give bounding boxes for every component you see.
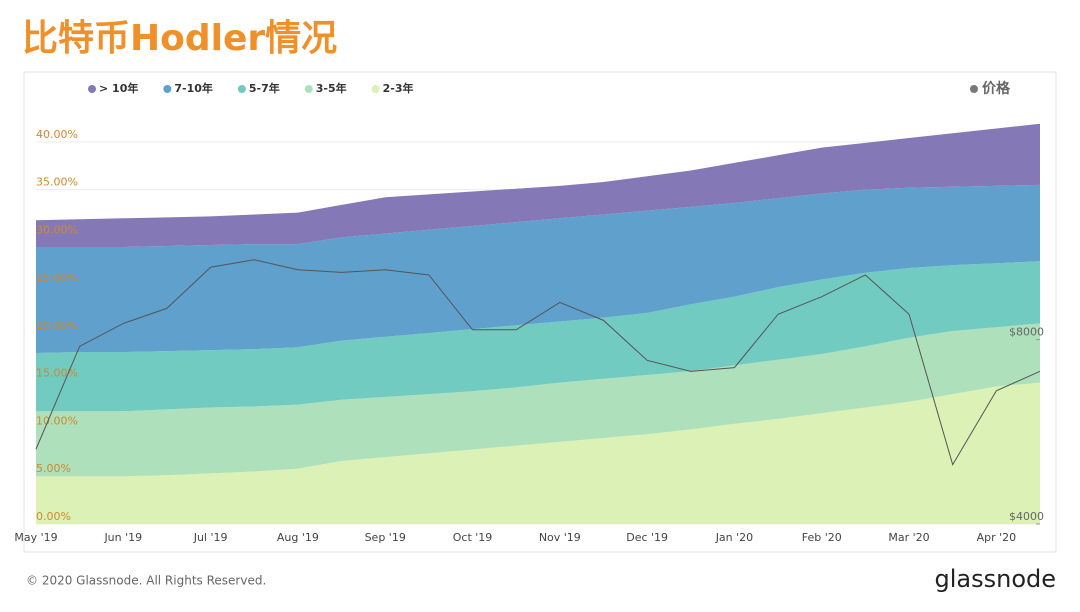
y-tick-label: 40.00% xyxy=(36,128,78,141)
y-tick-label: 5.00% xyxy=(36,462,71,475)
x-tick-label: Jul '19 xyxy=(193,531,228,544)
x-tick-label: Mar '20 xyxy=(888,531,929,544)
x-tick-label: May '19 xyxy=(14,531,57,544)
legend-marker xyxy=(371,85,380,93)
y-tick-label: 30.00% xyxy=(36,223,78,236)
legend-marker xyxy=(304,85,313,93)
legend-marker xyxy=(88,85,96,93)
y-tick-label: 20.00% xyxy=(36,319,78,332)
y-tick-label: 25.00% xyxy=(36,271,78,284)
x-tick-label: Oct '19 xyxy=(453,531,493,544)
legend-label: 7-10年 xyxy=(174,81,213,95)
x-tick-label: Dec '19 xyxy=(626,531,668,544)
legend-marker xyxy=(163,85,172,93)
legend-marker xyxy=(970,85,978,93)
page-title: 比特币Hodler情况 xyxy=(22,18,337,59)
logo: glassnode xyxy=(934,565,1056,593)
legend-label: 3-5年 xyxy=(316,81,347,95)
legend-marker xyxy=(237,85,246,93)
area xyxy=(36,123,1040,247)
x-tick-label: Apr '20 xyxy=(977,531,1017,544)
x-tick-label: Sep '19 xyxy=(365,531,406,544)
plot: glassnode0.00%5.00%10.00%15.00%20.00%25.… xyxy=(14,80,1044,544)
x-tick-label: Aug '19 xyxy=(277,531,319,544)
x-tick-label: Jun '19 xyxy=(103,531,142,544)
legend-label: > 10年 xyxy=(99,81,138,95)
x-tick-label: Feb '20 xyxy=(802,531,842,544)
price-line xyxy=(35,259,1041,466)
area xyxy=(36,261,1040,412)
area xyxy=(36,184,1040,354)
legend-label: 2-3年 xyxy=(383,81,414,95)
y-tick-label: 0.00% xyxy=(36,510,71,523)
copyright: © 2020 Glassnode. All Rights Reserved. xyxy=(26,574,266,588)
x-tick-label: Nov '19 xyxy=(539,531,581,544)
x-tick-label: Jan '20 xyxy=(715,531,753,544)
y2-tick-label: $8000 xyxy=(1009,326,1044,339)
legend-label: 价格 xyxy=(982,80,1011,97)
area xyxy=(36,382,1040,524)
area xyxy=(36,323,1040,477)
y-tick-label: 15.00% xyxy=(36,367,78,380)
y-tick-label: 35.00% xyxy=(36,176,78,189)
y2-tick-label: $4000 xyxy=(1009,510,1044,523)
y-tick-label: 10.00% xyxy=(36,414,78,427)
legend-label: 5-7年 xyxy=(249,81,280,95)
